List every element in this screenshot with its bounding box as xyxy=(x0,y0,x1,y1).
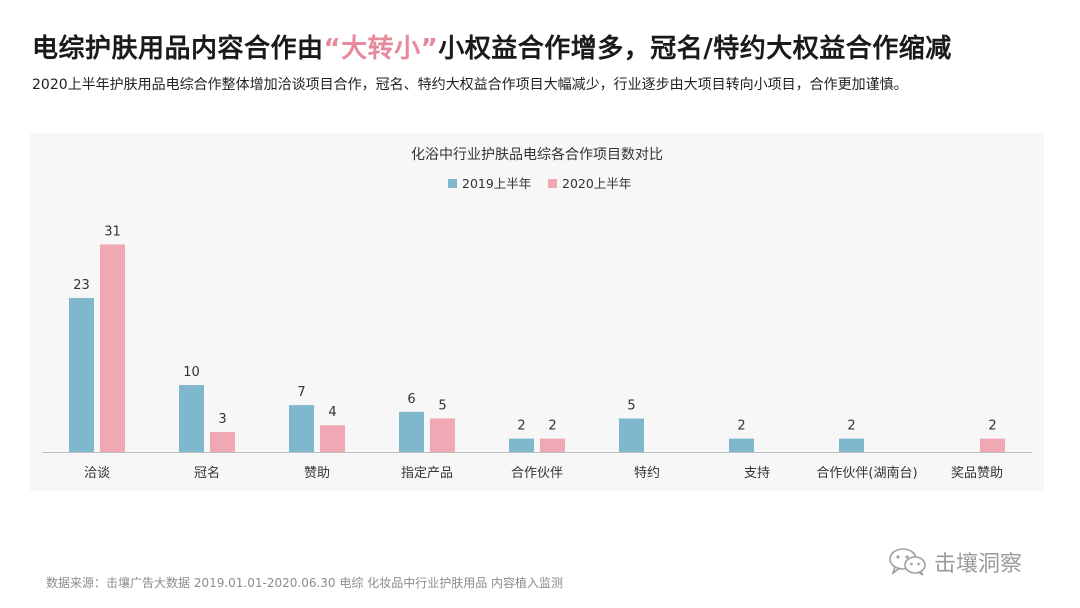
data-label: 7 xyxy=(297,385,305,400)
x-tick-label: 冠名 xyxy=(194,465,220,481)
data-label: 2 xyxy=(548,419,556,434)
bar-2020 xyxy=(100,244,125,452)
legend-label-1: 2019上半年 xyxy=(462,176,531,191)
data-label: 2 xyxy=(988,419,996,434)
bar-2019 xyxy=(179,385,204,452)
data-label: 23 xyxy=(73,278,90,293)
data-label: 3 xyxy=(218,412,226,427)
data-label: 5 xyxy=(627,399,635,414)
page-subtitle: 2020上半年护肤用品电综合作整体增加洽谈项目合作，冠名、特约大权益合作项目大幅… xyxy=(32,77,908,93)
title-prefix: 电综护肤用品内容合作由 xyxy=(32,34,324,64)
x-tick-label: 奖品赞助 xyxy=(951,466,1003,481)
bar-2020 xyxy=(540,438,565,452)
title-highlight: “大转小” xyxy=(323,34,439,64)
data-label: 10 xyxy=(183,365,200,380)
data-label: 4 xyxy=(328,405,336,420)
watermark: 击壤洞察 xyxy=(888,546,1022,578)
bar-2020 xyxy=(210,431,235,452)
bar-2019 xyxy=(839,438,864,452)
x-tick-label: 支持 xyxy=(744,466,770,481)
x-tick-label: 指定产品 xyxy=(401,466,453,481)
data-label: 2 xyxy=(517,419,525,434)
bar-2019 xyxy=(509,438,534,452)
title-suffix: 小权益合作增多，冠名/特约大权益合作缩减 xyxy=(438,34,952,64)
chart-panel: 化浴中行业护肤品电综各合作项目数对比 2019上半年 2020上半年 洽谈 23 31 冠名… xyxy=(30,133,1044,491)
bar-2019 xyxy=(729,438,754,452)
data-label: 6 xyxy=(407,392,415,407)
bar-2020 xyxy=(430,418,455,452)
legend-label-2: 2020上半年 xyxy=(562,176,631,191)
bar-2019 xyxy=(289,405,314,452)
bar-2019 xyxy=(619,418,644,452)
x-tick-label: 赞助 xyxy=(304,466,330,481)
data-label: 31 xyxy=(104,224,121,239)
legend-swatch-2 xyxy=(548,179,557,188)
legend-swatch-1 xyxy=(448,179,457,188)
bar-2020 xyxy=(980,438,1005,452)
data-label: 2 xyxy=(847,419,855,434)
x-tick-label: 合作伙伴 xyxy=(511,466,563,481)
page-title: 电综护肤用品内容合作由“大转小”小权益合作增多，冠名/特约大权益合作缩减 xyxy=(32,28,952,65)
wechat-icon xyxy=(889,548,926,576)
data-source-note: 数据来源：击壤广告大数据 2019.01.01-2020.06.30 电综 化妆… xyxy=(46,576,564,590)
x-tick-label: 特约 xyxy=(634,466,660,481)
data-label: 2 xyxy=(737,419,745,434)
bar-2019 xyxy=(69,297,94,452)
watermark-text: 击壤洞察 xyxy=(934,552,1023,577)
x-tick-label: 合作伙伴(湖南台) xyxy=(816,465,917,481)
bar-2019 xyxy=(399,411,424,452)
bar-2020 xyxy=(320,425,345,452)
chart-title: 化浴中行业护肤品电综各合作项目数对比 xyxy=(411,147,663,163)
x-tick-label: 洽谈 xyxy=(84,466,110,481)
data-label: 5 xyxy=(438,399,446,414)
